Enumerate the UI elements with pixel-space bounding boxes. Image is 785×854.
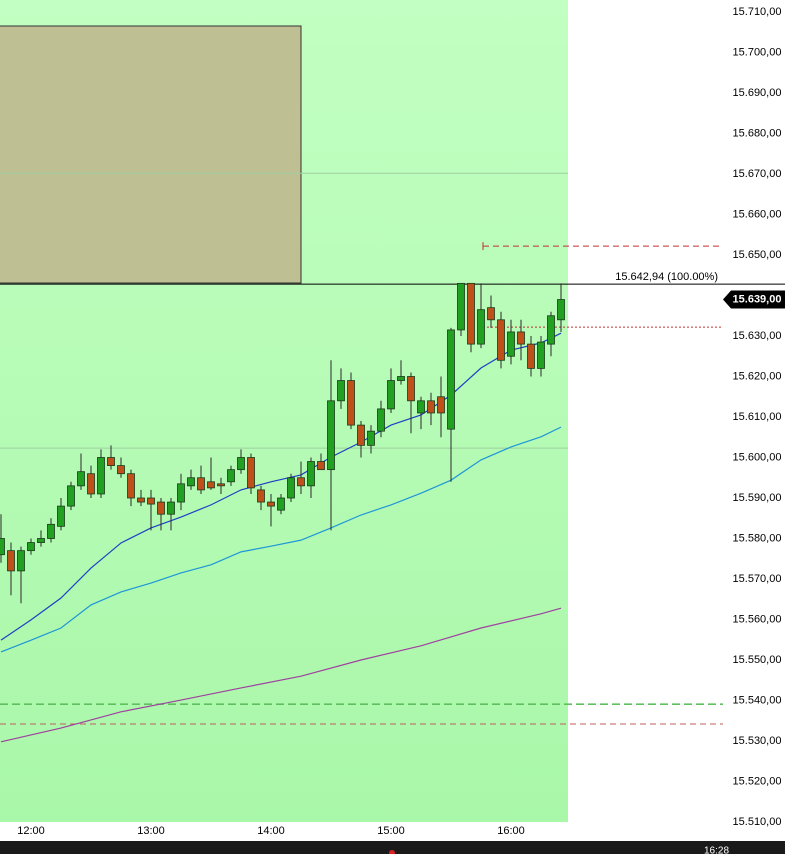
candle-body bbox=[117, 465, 125, 475]
candle-body bbox=[277, 497, 285, 511]
candle-body bbox=[217, 483, 225, 487]
y-tick-label: 15.530,00 bbox=[733, 735, 782, 747]
candle-body bbox=[97, 457, 105, 495]
candle-body bbox=[457, 282, 465, 331]
candle-body bbox=[317, 461, 325, 471]
y-tick-label: 15.660,00 bbox=[733, 208, 782, 220]
candle-body bbox=[247, 457, 255, 489]
candle-body bbox=[187, 477, 195, 487]
candle-body bbox=[267, 501, 275, 507]
y-tick-label: 15.570,00 bbox=[733, 573, 782, 585]
candle-body bbox=[87, 473, 95, 495]
moving-average bbox=[0, 607, 562, 743]
candle-body bbox=[207, 481, 215, 489]
candle-body bbox=[337, 380, 345, 402]
candle-body bbox=[557, 299, 565, 321]
x-tick-label: 16:00 bbox=[497, 825, 525, 837]
candle-body bbox=[327, 400, 335, 471]
level-label: 15.642,94 (100.00%) bbox=[615, 271, 718, 283]
y-tick-label: 15.670,00 bbox=[733, 168, 782, 180]
moving-average bbox=[0, 426, 562, 653]
y-tick-label: 15.580,00 bbox=[733, 532, 782, 544]
candle-body bbox=[147, 497, 155, 505]
candle-body bbox=[127, 473, 135, 499]
candle-body bbox=[157, 501, 165, 515]
candle-body bbox=[47, 523, 55, 539]
candle-body bbox=[477, 309, 485, 345]
candle-body bbox=[27, 542, 35, 552]
y-tick-label: 15.560,00 bbox=[733, 613, 782, 625]
candle-body bbox=[467, 282, 475, 345]
y-tick-label: 15.550,00 bbox=[733, 654, 782, 666]
y-tick-label: 15.610,00 bbox=[733, 411, 782, 423]
x-tick-label: 13:00 bbox=[137, 825, 165, 837]
candle-body bbox=[377, 408, 385, 432]
candle-body bbox=[517, 331, 525, 345]
y-tick-label: 15.520,00 bbox=[733, 775, 782, 787]
candle-body bbox=[0, 538, 5, 556]
x-tick-label: 15:00 bbox=[377, 825, 405, 837]
candle-body bbox=[497, 319, 505, 361]
y-tick-label: 15.680,00 bbox=[733, 127, 782, 139]
candle-body bbox=[547, 315, 555, 345]
candle-body bbox=[527, 343, 535, 369]
candle-body bbox=[137, 497, 145, 503]
candle-body bbox=[197, 477, 205, 491]
price-zone bbox=[0, 25, 302, 284]
status-bar bbox=[0, 841, 785, 854]
candle-body bbox=[507, 331, 515, 357]
x-tick-label: 12:00 bbox=[17, 825, 45, 837]
candle-body bbox=[77, 471, 85, 487]
candle-body bbox=[487, 307, 495, 321]
candle-body bbox=[17, 550, 25, 572]
candle-body bbox=[357, 424, 365, 446]
y-tick-label: 15.710,00 bbox=[733, 6, 782, 18]
last-price-label: 15.639,00 bbox=[733, 293, 782, 305]
candle-body bbox=[37, 538, 45, 543]
moving-average bbox=[0, 332, 562, 641]
y-tick-label: 15.600,00 bbox=[733, 451, 782, 463]
x-tick-label: 14:00 bbox=[257, 825, 285, 837]
candle-body bbox=[367, 430, 375, 446]
candle-body bbox=[287, 477, 295, 499]
y-tick-label: 15.650,00 bbox=[733, 249, 782, 261]
candle-body bbox=[237, 457, 245, 471]
candle-body bbox=[537, 341, 545, 369]
candle-body bbox=[427, 400, 435, 414]
candle-body bbox=[307, 461, 315, 487]
candle-body bbox=[227, 469, 235, 483]
candle-body bbox=[297, 477, 305, 487]
candle-body bbox=[407, 376, 415, 402]
candle-body bbox=[347, 380, 355, 426]
y-tick-label: 15.630,00 bbox=[733, 330, 782, 342]
last-price-tag bbox=[723, 290, 785, 309]
status-dot bbox=[389, 850, 395, 854]
candle-body bbox=[167, 501, 175, 515]
y-tick-label: 15.590,00 bbox=[733, 492, 782, 504]
footer-time: 16:28 bbox=[704, 846, 729, 854]
y-tick-label: 15.700,00 bbox=[733, 46, 782, 58]
candle-body bbox=[57, 505, 65, 527]
y-tick-label: 15.510,00 bbox=[733, 816, 782, 828]
candle-body bbox=[177, 483, 185, 503]
candle-body bbox=[67, 485, 75, 507]
y-tick-label: 15.620,00 bbox=[733, 370, 782, 382]
y-tick-label: 15.540,00 bbox=[733, 694, 782, 706]
y-tick-label: 15.690,00 bbox=[733, 87, 782, 99]
candle-body bbox=[437, 396, 445, 414]
candle-body bbox=[417, 400, 425, 414]
candle-body bbox=[257, 489, 265, 503]
candle-body bbox=[7, 550, 15, 572]
candle-body bbox=[397, 376, 405, 381]
candle-body bbox=[447, 329, 455, 430]
candle-body bbox=[107, 457, 115, 467]
candle-body bbox=[387, 380, 395, 410]
